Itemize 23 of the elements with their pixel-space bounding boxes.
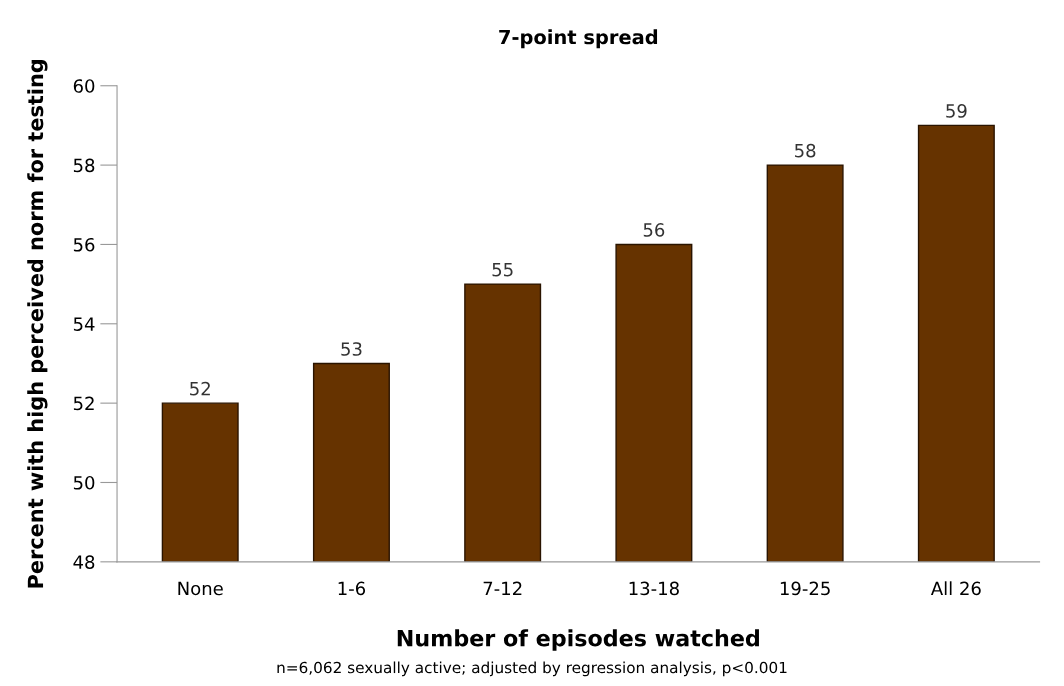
x-tick-label: 19-25	[780, 581, 830, 596]
chart-title: 7-point spread	[499, 29, 658, 49]
data-label: 59	[946, 104, 967, 118]
y-tick-label: 58	[73, 158, 95, 173]
x-tick-label: 13-18	[629, 581, 679, 596]
x-tick-label: All 26	[930, 581, 981, 596]
text: n=6,062 sexually active; adjusted by regression analysis, p<0.001	[277, 661, 787, 677]
data-label: 53	[341, 342, 362, 356]
y-tick-label: 50	[73, 475, 95, 490]
y-tick-label: 54	[73, 317, 95, 331]
y-tick-label: 60	[73, 79, 95, 93]
data-label: 52	[190, 381, 210, 396]
x-axis-title: Number of episodes watched	[397, 629, 759, 651]
data-label: 56	[643, 223, 665, 237]
x-tick-label: 1-6	[338, 581, 366, 596]
data-label: 55	[492, 263, 513, 277]
y-tick-label: 56	[73, 237, 95, 252]
y-tick-label: 48	[73, 555, 95, 569]
y-axis-title: Percent with high perceived norm for testing	[27, 60, 48, 588]
y-tick-label: 52	[73, 396, 94, 411]
x-tick-label: 7-12	[483, 581, 522, 595]
x-tick-label: None	[178, 581, 223, 596]
data-label: 58	[795, 143, 816, 158]
